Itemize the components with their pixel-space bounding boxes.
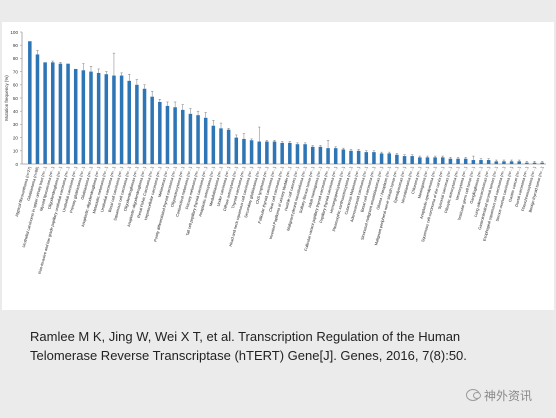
bar — [242, 138, 246, 164]
bar — [318, 146, 323, 164]
bar — [525, 162, 529, 164]
bar — [280, 142, 284, 164]
bar — [28, 41, 32, 164]
bar — [333, 148, 338, 164]
bar — [341, 149, 346, 164]
y-tick-label: 100 — [10, 30, 18, 35]
bar — [463, 158, 468, 164]
bar — [119, 75, 124, 164]
bar — [181, 109, 185, 164]
bar — [326, 148, 330, 164]
bar — [479, 160, 483, 164]
bar — [158, 101, 162, 164]
bar — [379, 153, 384, 164]
bar — [96, 72, 101, 164]
y-tick-label: 40 — [13, 109, 19, 114]
y-tick-label: 60 — [13, 83, 19, 88]
y-tick-label: 50 — [13, 96, 19, 101]
bar — [203, 117, 208, 164]
watermark-text: 神外资讯 — [484, 388, 533, 403]
chart-panel: 0 10 20 30 40 50 60 70 80 90 100 Mutation frequency… — [2, 22, 554, 310]
bar — [364, 152, 369, 164]
bar — [66, 63, 70, 164]
wechat-icon — [466, 389, 481, 401]
bar — [410, 156, 414, 164]
bar — [51, 62, 55, 164]
bar — [43, 62, 47, 164]
bar — [265, 141, 269, 164]
bar — [58, 63, 63, 164]
bar — [89, 71, 93, 164]
bar — [395, 154, 399, 164]
bar — [456, 158, 460, 164]
y-tick-label: 90 — [13, 43, 19, 48]
bar — [494, 161, 499, 164]
bar — [73, 68, 78, 164]
bar — [349, 150, 353, 164]
bar-chart: 0 10 20 30 40 50 60 70 80 90 100 Mutation frequency… — [4, 30, 546, 274]
bar — [425, 157, 430, 164]
bar — [311, 146, 315, 164]
y-tick-label: 0 — [15, 162, 18, 167]
bar — [81, 70, 86, 164]
bar — [441, 157, 445, 164]
bar — [257, 141, 261, 164]
bar — [226, 129, 231, 164]
bar — [540, 162, 544, 164]
bar — [104, 74, 109, 164]
y-tick-label: 10 — [13, 149, 19, 154]
bar — [448, 158, 453, 164]
bar — [188, 113, 193, 164]
bar — [288, 142, 292, 164]
bar — [303, 144, 307, 164]
bar — [127, 80, 131, 164]
bar — [234, 137, 239, 164]
bar — [418, 157, 422, 164]
bar — [112, 75, 116, 164]
watermark: 神外资讯 — [466, 385, 532, 405]
bar — [249, 140, 254, 164]
y-tick-label: 30 — [13, 122, 19, 127]
y-tick-label: 20 — [13, 135, 19, 140]
bar — [165, 105, 170, 164]
bar — [402, 156, 407, 164]
bar — [219, 128, 223, 164]
y-tick-label: 70 — [13, 69, 19, 74]
bar — [295, 144, 300, 164]
bar — [471, 160, 476, 164]
bar — [173, 107, 177, 164]
y-axis-title: Mutation frequency (%) — [4, 75, 9, 121]
bar — [517, 161, 521, 164]
y-tick-label: 80 — [13, 56, 19, 61]
bar — [486, 160, 491, 164]
bar — [272, 141, 277, 164]
bar — [509, 161, 514, 164]
bar — [135, 84, 139, 164]
bar — [356, 150, 361, 164]
bar — [35, 54, 40, 164]
bar — [211, 125, 216, 164]
citation-text: Ramlee M K, Jing W, Wei X T, et al. Tran… — [30, 329, 467, 363]
bar — [502, 161, 506, 164]
bar — [142, 88, 147, 164]
bar — [532, 162, 537, 164]
bar — [150, 96, 154, 164]
bar — [387, 153, 391, 164]
bar — [372, 152, 376, 164]
bar — [196, 115, 200, 164]
bar — [433, 157, 437, 164]
